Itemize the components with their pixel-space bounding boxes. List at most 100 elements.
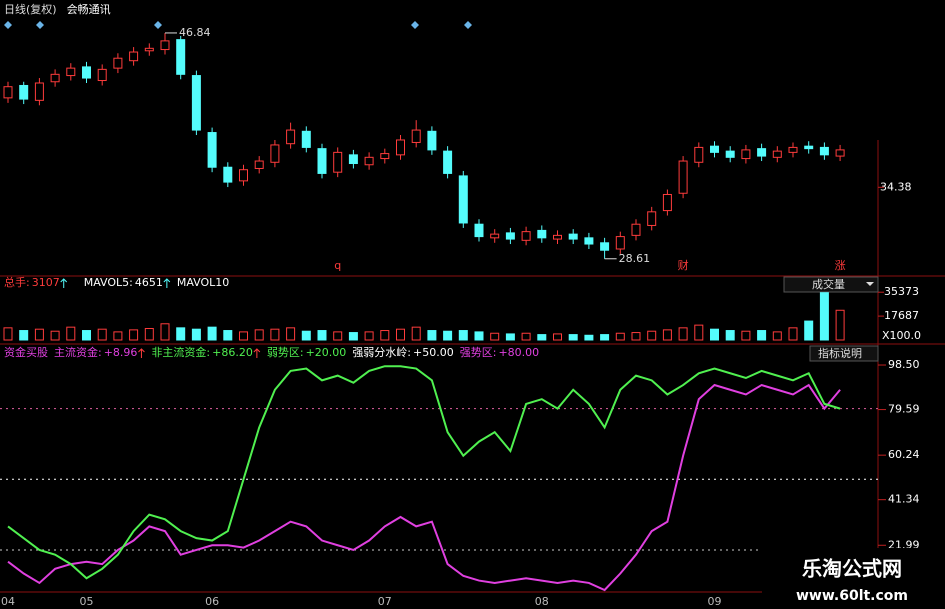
- candle-body: [600, 242, 610, 251]
- candle-body: [348, 154, 358, 165]
- candle-body: [474, 223, 484, 238]
- candle-body: [678, 160, 688, 194]
- volume-bar: [97, 328, 107, 341]
- candle-body: [82, 66, 91, 79]
- button-label[interactable]: 指标说明: [818, 346, 862, 360]
- candle-body: [584, 237, 594, 245]
- x-tick-label: 05: [80, 595, 94, 608]
- candle-body: [615, 236, 625, 250]
- volume-bar: [270, 328, 280, 341]
- indicator-line: [7, 365, 841, 580]
- volume-unit: X100.0: [882, 329, 921, 342]
- volume-bar: [600, 334, 610, 341]
- volume-bar: [144, 328, 154, 341]
- candle-body: [411, 129, 421, 143]
- candle-body: [19, 84, 29, 100]
- y-tick-label: 34.38: [880, 180, 912, 193]
- candle-body: [458, 175, 468, 224]
- volume-title: 总手:: [4, 275, 30, 289]
- volume-bar: [19, 330, 29, 341]
- volume-bar: [568, 334, 578, 341]
- candle-body: [757, 148, 767, 157]
- menu-label[interactable]: 成交量: [812, 277, 845, 291]
- button-box[interactable]: [809, 345, 879, 362]
- volume-bar: [286, 327, 296, 341]
- volume-bar: [129, 329, 139, 341]
- candle-body: [694, 146, 704, 163]
- volume-bar: [678, 327, 688, 341]
- volume-bar: [662, 329, 672, 341]
- volume-bar: [427, 330, 437, 341]
- candle-body: [239, 169, 248, 182]
- x-tick-label: 07: [378, 595, 392, 608]
- watermark-title: 乐淘公式网: [802, 557, 902, 581]
- candle-body: [223, 166, 233, 183]
- candle-body: [804, 145, 814, 150]
- candle-body: [129, 51, 139, 62]
- flag: [464, 21, 472, 29]
- candle-body: [835, 149, 845, 157]
- volume-bar: [741, 330, 751, 341]
- legend-name: MAVOL10: [177, 276, 229, 289]
- x-tick-label: 06: [205, 595, 219, 608]
- volume-bar: [819, 292, 829, 341]
- volume-bar: [333, 331, 343, 341]
- y-tick-label: 79.59: [888, 403, 920, 416]
- legend-reading: +80.00: [498, 346, 539, 359]
- candle-body: [207, 132, 217, 168]
- volume-bar: [490, 332, 500, 341]
- volume-bar: [521, 332, 531, 341]
- volume-bar: [66, 326, 76, 341]
- watermark-box: [762, 548, 945, 609]
- candle-body: [254, 160, 264, 169]
- candle-body: [521, 231, 531, 241]
- candle-body: [568, 233, 578, 240]
- candle-body: [317, 148, 327, 174]
- volume-bar: [584, 334, 594, 341]
- candle-body: [301, 130, 311, 148]
- volume-bar: [191, 328, 201, 341]
- y-tick-label: 17687: [884, 309, 919, 322]
- arrow: [253, 348, 261, 358]
- candle-body: [631, 223, 641, 236]
- volume-bar: [239, 331, 248, 341]
- candle-body: [443, 150, 453, 174]
- candle-body: [490, 233, 500, 239]
- candle-body: [144, 47, 154, 52]
- volume-bar: [772, 331, 782, 341]
- volume-bar: [553, 333, 562, 341]
- candle-body: [553, 234, 562, 240]
- candle-body: [34, 82, 44, 101]
- y-tick-label: 35373: [884, 285, 919, 298]
- volume-bar: [788, 327, 798, 341]
- annotation-label: 28.61: [619, 252, 651, 265]
- candle-body: [66, 67, 76, 77]
- volume-bar: [254, 329, 264, 341]
- volume-bar: [725, 330, 735, 341]
- candle-body: [788, 146, 798, 153]
- flag: [4, 21, 12, 29]
- legend-reading: +50.00: [413, 346, 454, 359]
- candle-body: [647, 211, 657, 226]
- volume-bar: [615, 332, 625, 341]
- arrow: [138, 348, 145, 358]
- flag: [36, 21, 44, 29]
- y-tick-label: 60.24: [888, 448, 920, 461]
- legend-name: MAVOL5:: [84, 276, 133, 289]
- volume-bar: [113, 331, 123, 341]
- watermark-url: www.60lt.com: [796, 588, 908, 604]
- volume-bar: [348, 332, 358, 341]
- candle-body: [725, 150, 735, 158]
- candle-body: [160, 40, 170, 51]
- menu-arrow: [866, 282, 874, 286]
- candle-body: [3, 86, 13, 99]
- volume-bar: [411, 326, 421, 341]
- candle-body: [176, 39, 186, 75]
- volume-bar: [364, 331, 374, 341]
- y-tick-label: 41.34: [888, 493, 920, 506]
- event-marker: q: [334, 259, 341, 272]
- menu-box[interactable]: [783, 276, 879, 293]
- volume-bar: [757, 330, 767, 341]
- annotation-label: 46.84: [179, 26, 211, 39]
